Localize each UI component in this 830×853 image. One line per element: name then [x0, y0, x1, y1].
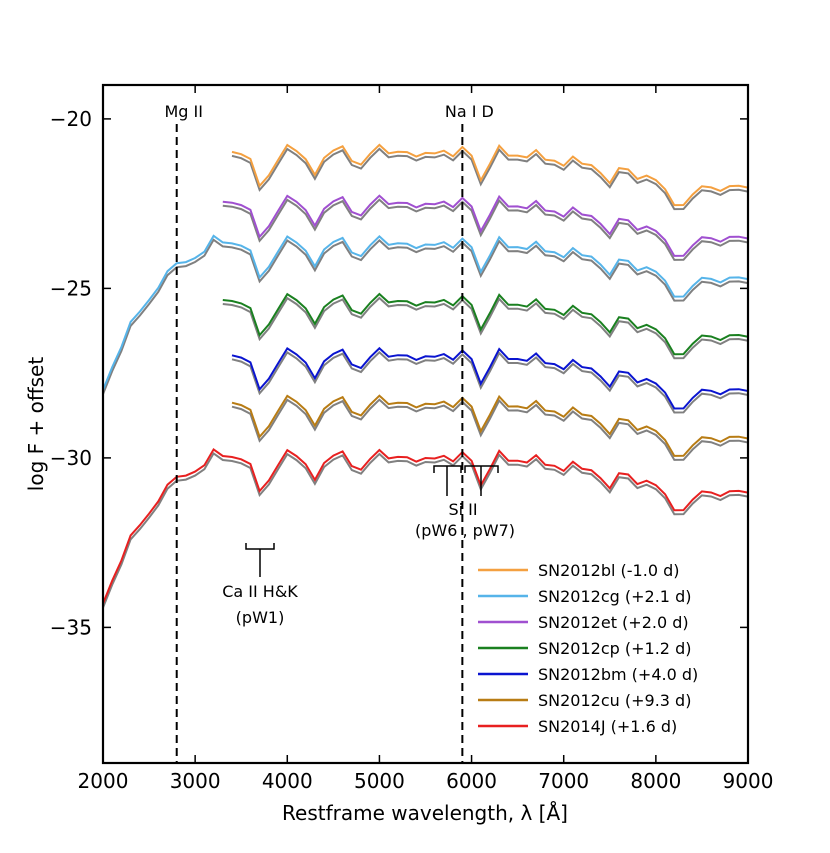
axis-layer: 2000 3000 4000 5000 6000 7000 8000 9000 −20 −25 −3… [50, 85, 774, 793]
x-tick-label-6: 8000 [630, 769, 681, 793]
model-line-6 [103, 451, 748, 608]
x-tick-label-4: 6000 [446, 769, 497, 793]
x-axis-label: Restframe wavelength, λ [Å] [282, 801, 568, 825]
legend-label-6: SN2014J (+1.6 d) [538, 717, 677, 736]
ca-ii-bracket [245, 543, 275, 577]
legend: SN2012bl (-1.0 d) SN2012cg (+2.1 d) SN2012… [478, 561, 698, 736]
legend-label-2: SN2012et (+2.0 d) [538, 613, 689, 632]
annotation-layer: Ca II H&K (pW1) Si II (pW6 , pW7) [222, 465, 515, 627]
x-tick-label-7: 9000 [723, 769, 774, 793]
ca-ii-label: Ca II H&K [222, 582, 298, 601]
y-tick-label-3: −35 [50, 615, 92, 639]
series-line-0 [231, 143, 748, 207]
legend-label-4: SN2012bm (+4.0 d) [538, 665, 698, 684]
vline-layer: Mg II Na I D [164, 102, 494, 763]
model-line-2 [222, 198, 748, 261]
plot-frame [101, 83, 750, 765]
si-ii-bracket-pw7 [464, 465, 499, 496]
vline-label-1: Na I D [445, 102, 494, 121]
model-line-1 [103, 238, 748, 395]
x-tick-label-5: 7000 [538, 769, 589, 793]
x-tick-label-3: 5000 [354, 769, 405, 793]
legend-label-5: SN2012cu (+9.3 d) [538, 691, 691, 710]
si-ii-sublabel: (pW6 , pW7) [415, 521, 515, 540]
legend-label-3: SN2012cp (+1.2 d) [538, 639, 691, 658]
y-tick-label-0: −20 [50, 107, 92, 131]
model-line-5 [231, 398, 748, 461]
x-tick-label-0: 2000 [78, 769, 129, 793]
series-line-4 [231, 346, 748, 410]
y-tick-label-1: −25 [50, 276, 92, 300]
series-line-2 [222, 194, 748, 257]
vline-label-0: Mg II [164, 102, 202, 121]
series-line-1 [103, 234, 748, 391]
legend-label-1: SN2012cg (+2.1 d) [538, 587, 691, 606]
x-tick-label-2: 4000 [262, 769, 313, 793]
model-line-4 [231, 350, 748, 414]
series-line-6 [103, 447, 748, 604]
model-line-0 [231, 147, 748, 211]
si-ii-bracket-pw6 [433, 465, 462, 496]
x-tick-label-1: 3000 [170, 769, 221, 793]
y-axis-label: log F + offset [24, 357, 48, 492]
ca-ii-sublabel: (pW1) [236, 608, 285, 627]
legend-label-0: SN2012bl (-1.0 d) [538, 561, 679, 580]
plot-background [103, 85, 748, 763]
series-line-5 [231, 394, 748, 457]
si-ii-label: Si II [448, 500, 477, 519]
y-tick-label-2: −30 [50, 446, 92, 470]
model-line-3 [222, 296, 748, 360]
series-layer [103, 143, 748, 608]
series-line-3 [222, 292, 748, 356]
